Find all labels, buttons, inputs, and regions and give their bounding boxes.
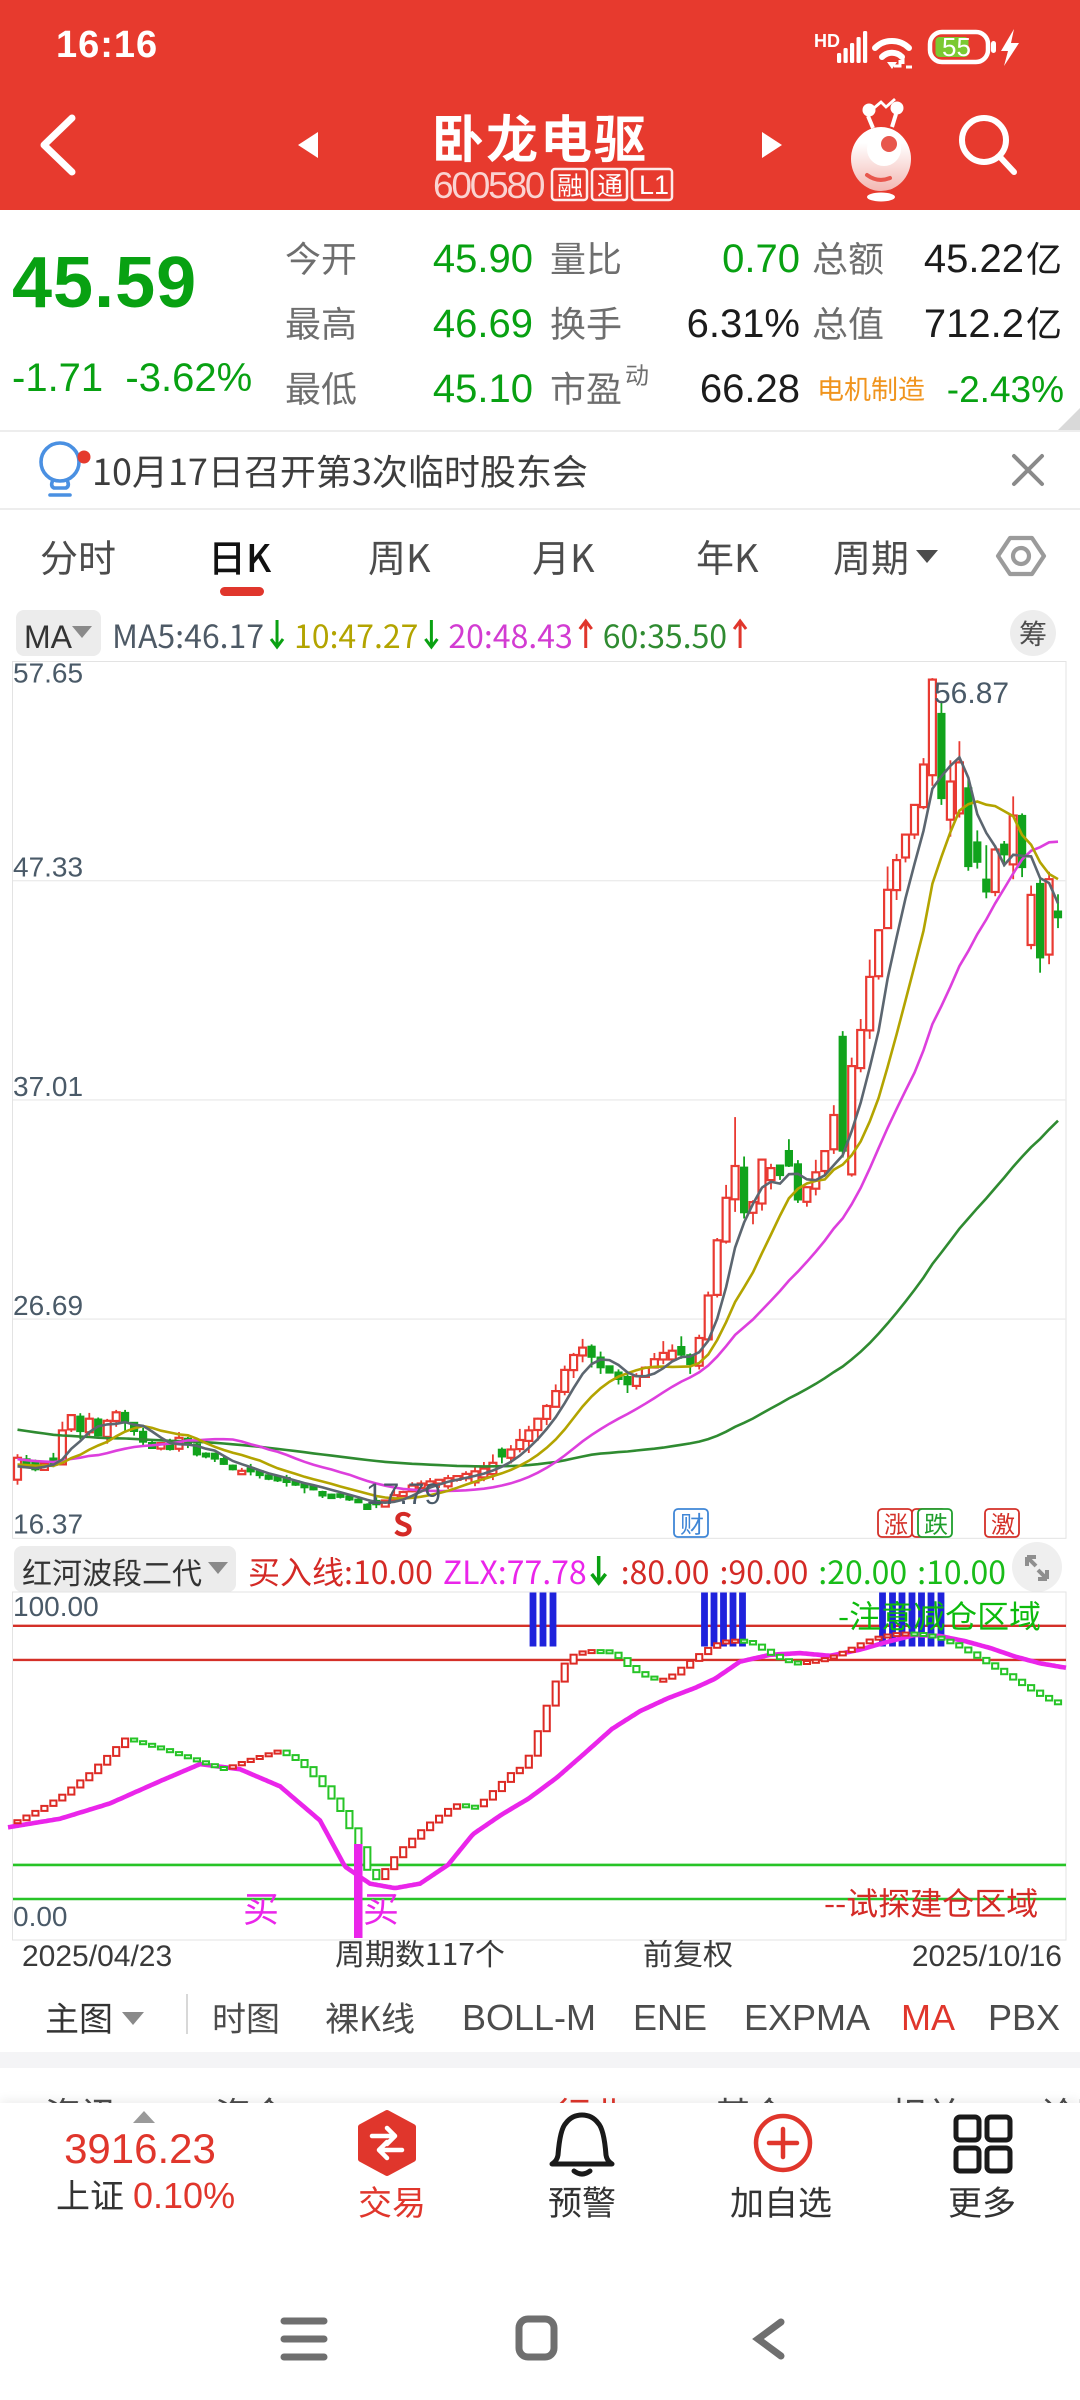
svg-text:2025/04/23: 2025/04/23 — [22, 1940, 172, 1973]
svg-text:L1: L1 — [639, 170, 669, 200]
svg-text:600580: 600580 — [433, 165, 545, 206]
svg-text:100.00: 100.00 — [13, 1591, 99, 1622]
svg-text:MA: MA — [901, 1997, 955, 2038]
svg-text:ENE: ENE — [633, 1997, 707, 2038]
svg-text:0.10%: 0.10% — [133, 2175, 235, 2216]
svg-text:57.65: 57.65 — [13, 658, 83, 689]
svg-text:HD: HD — [814, 31, 840, 51]
svg-text:712.2: 712.2 — [924, 302, 1024, 346]
svg-text:45.90: 45.90 — [433, 237, 533, 281]
svg-text:66.28: 66.28 — [700, 367, 800, 411]
svg-text:26.69: 26.69 — [13, 1290, 83, 1321]
svg-text:PBX: PBX — [988, 1997, 1060, 2038]
svg-text:16.37: 16.37 — [13, 1509, 83, 1540]
svg-text:55: 55 — [942, 32, 971, 62]
svg-text:37.01: 37.01 — [13, 1071, 83, 1102]
svg-text:MA: MA — [24, 619, 73, 655]
svg-text:0.00: 0.00 — [13, 1901, 68, 1932]
svg-text:45.10: 45.10 — [433, 367, 533, 411]
svg-text:0.70: 0.70 — [722, 237, 800, 281]
svg-text:46.69: 46.69 — [433, 302, 533, 346]
svg-text:56.87: 56.87 — [934, 677, 1009, 710]
svg-text:17.79: 17.79 — [366, 1478, 441, 1511]
svg-text:EXPMA: EXPMA — [744, 1997, 870, 2038]
svg-text:45.22: 45.22 — [924, 237, 1024, 281]
svg-text:47.33: 47.33 — [13, 852, 83, 883]
svg-text:-2.43%: -2.43% — [947, 369, 1064, 410]
svg-text:3916.23: 3916.23 — [64, 2125, 216, 2172]
svg-text:2025/10/16: 2025/10/16 — [912, 1940, 1062, 1973]
svg-text:6.31%: 6.31% — [687, 302, 800, 346]
svg-text:BOLL-M: BOLL-M — [462, 1997, 596, 2038]
